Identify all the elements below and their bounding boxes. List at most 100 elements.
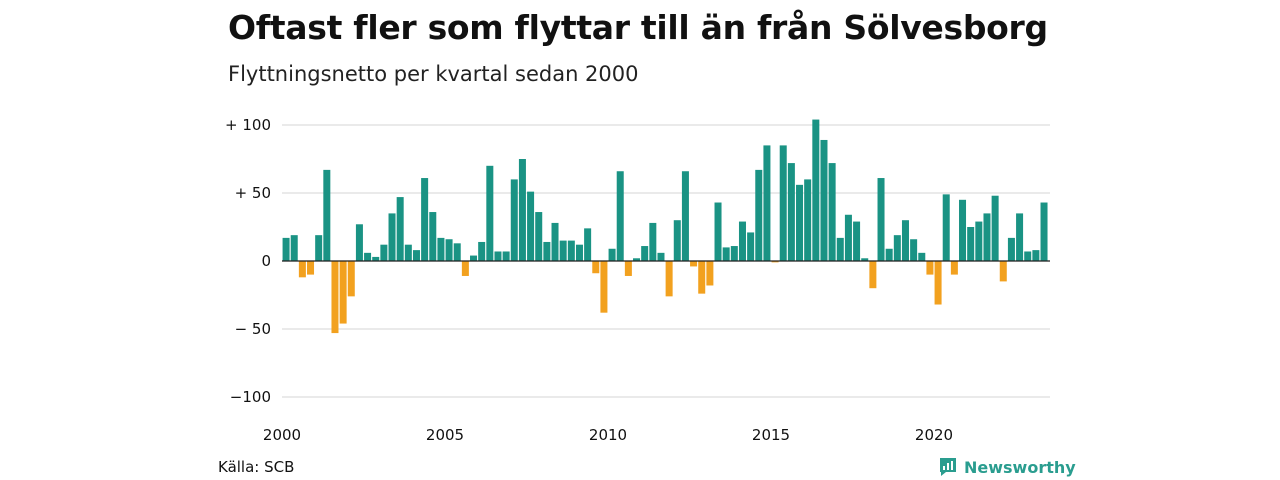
bar (543, 241, 551, 261)
bar (372, 256, 380, 261)
bars (282, 119, 1050, 334)
bar (861, 258, 869, 261)
bar (559, 240, 567, 261)
bar (804, 179, 812, 261)
chart-subtitle: Flyttningsnetto per kvartal sedan 2000 (228, 62, 639, 86)
newsworthy-logo-icon (940, 458, 956, 476)
bar (388, 213, 396, 261)
bar (461, 261, 469, 276)
bar (567, 240, 575, 261)
bar (755, 169, 763, 261)
bar (429, 212, 437, 261)
bar (690, 261, 698, 267)
bar (722, 247, 730, 261)
brand-logo: Newsworthy (938, 456, 1076, 478)
bar (869, 261, 877, 289)
bar (983, 213, 991, 261)
bar (885, 248, 893, 261)
bar (967, 227, 975, 261)
bar (1032, 250, 1040, 261)
bar (380, 244, 388, 261)
x-tick-label: 2020 (915, 426, 953, 444)
bar (844, 214, 852, 261)
bar (551, 222, 559, 261)
bar (910, 239, 918, 261)
x-tick-label: 2005 (426, 426, 464, 444)
y-tick-label: + 100 (225, 116, 271, 134)
chart-title: Oftast fler som flyttar till än från Söl… (228, 8, 1048, 47)
bar (747, 232, 755, 261)
bar (396, 197, 404, 261)
bar (649, 222, 657, 261)
bar (339, 261, 347, 324)
bar (681, 171, 689, 261)
bar (836, 237, 844, 261)
brand-name: Newsworthy (964, 457, 1076, 477)
bar (437, 237, 445, 261)
x-tick-label: 2010 (589, 426, 627, 444)
bar (1016, 213, 1024, 261)
bar (828, 163, 836, 261)
bar (673, 220, 681, 261)
bar (1024, 251, 1032, 261)
y-tick-label: + 50 (235, 184, 271, 202)
bar (877, 178, 885, 261)
bar (853, 221, 861, 261)
bar (738, 221, 746, 261)
bar (698, 261, 706, 294)
bar (535, 212, 543, 261)
bar (584, 228, 592, 261)
source-note: Källa: SCB (218, 458, 295, 476)
bar (478, 241, 486, 261)
bar (347, 261, 355, 297)
bar (975, 221, 983, 261)
bar (901, 220, 909, 261)
bar (282, 237, 290, 261)
y-tick-label: − 50 (235, 320, 271, 338)
bar (421, 178, 429, 261)
bar (763, 145, 771, 261)
bar (494, 251, 502, 261)
bar (331, 261, 339, 334)
bar (999, 261, 1007, 282)
bar (486, 165, 494, 261)
bar (771, 261, 779, 263)
bar (1040, 202, 1048, 261)
bar (510, 179, 518, 261)
bar (926, 261, 934, 275)
bar (453, 243, 461, 261)
x-tick-label: 2000 (263, 426, 301, 444)
bar (412, 250, 420, 261)
bar (787, 163, 795, 261)
bar (714, 202, 722, 261)
bar (633, 258, 641, 261)
bar (355, 224, 363, 261)
bar (942, 194, 950, 261)
bar (502, 251, 510, 261)
bar (1007, 237, 1015, 261)
bar (404, 244, 412, 261)
bar (298, 261, 306, 278)
y-tick-label: −100 (230, 388, 271, 406)
bar (893, 235, 901, 261)
bar (950, 261, 958, 275)
bar (641, 246, 649, 261)
bar (959, 199, 967, 261)
bar (730, 246, 738, 261)
bar (918, 252, 926, 261)
bar (796, 184, 804, 261)
bar (315, 235, 323, 261)
bar (657, 252, 665, 261)
bar (592, 261, 600, 274)
bar (616, 171, 624, 261)
bar (364, 252, 372, 261)
bar (665, 261, 673, 297)
bar (575, 244, 583, 261)
bar (934, 261, 942, 305)
bar (624, 261, 632, 276)
bar (307, 261, 315, 275)
bar (779, 145, 787, 261)
axis-labels: + 100 + 50 0 − 50 −100 2000 2005 2010 2015 2020 (225, 116, 953, 444)
bar (470, 255, 478, 261)
